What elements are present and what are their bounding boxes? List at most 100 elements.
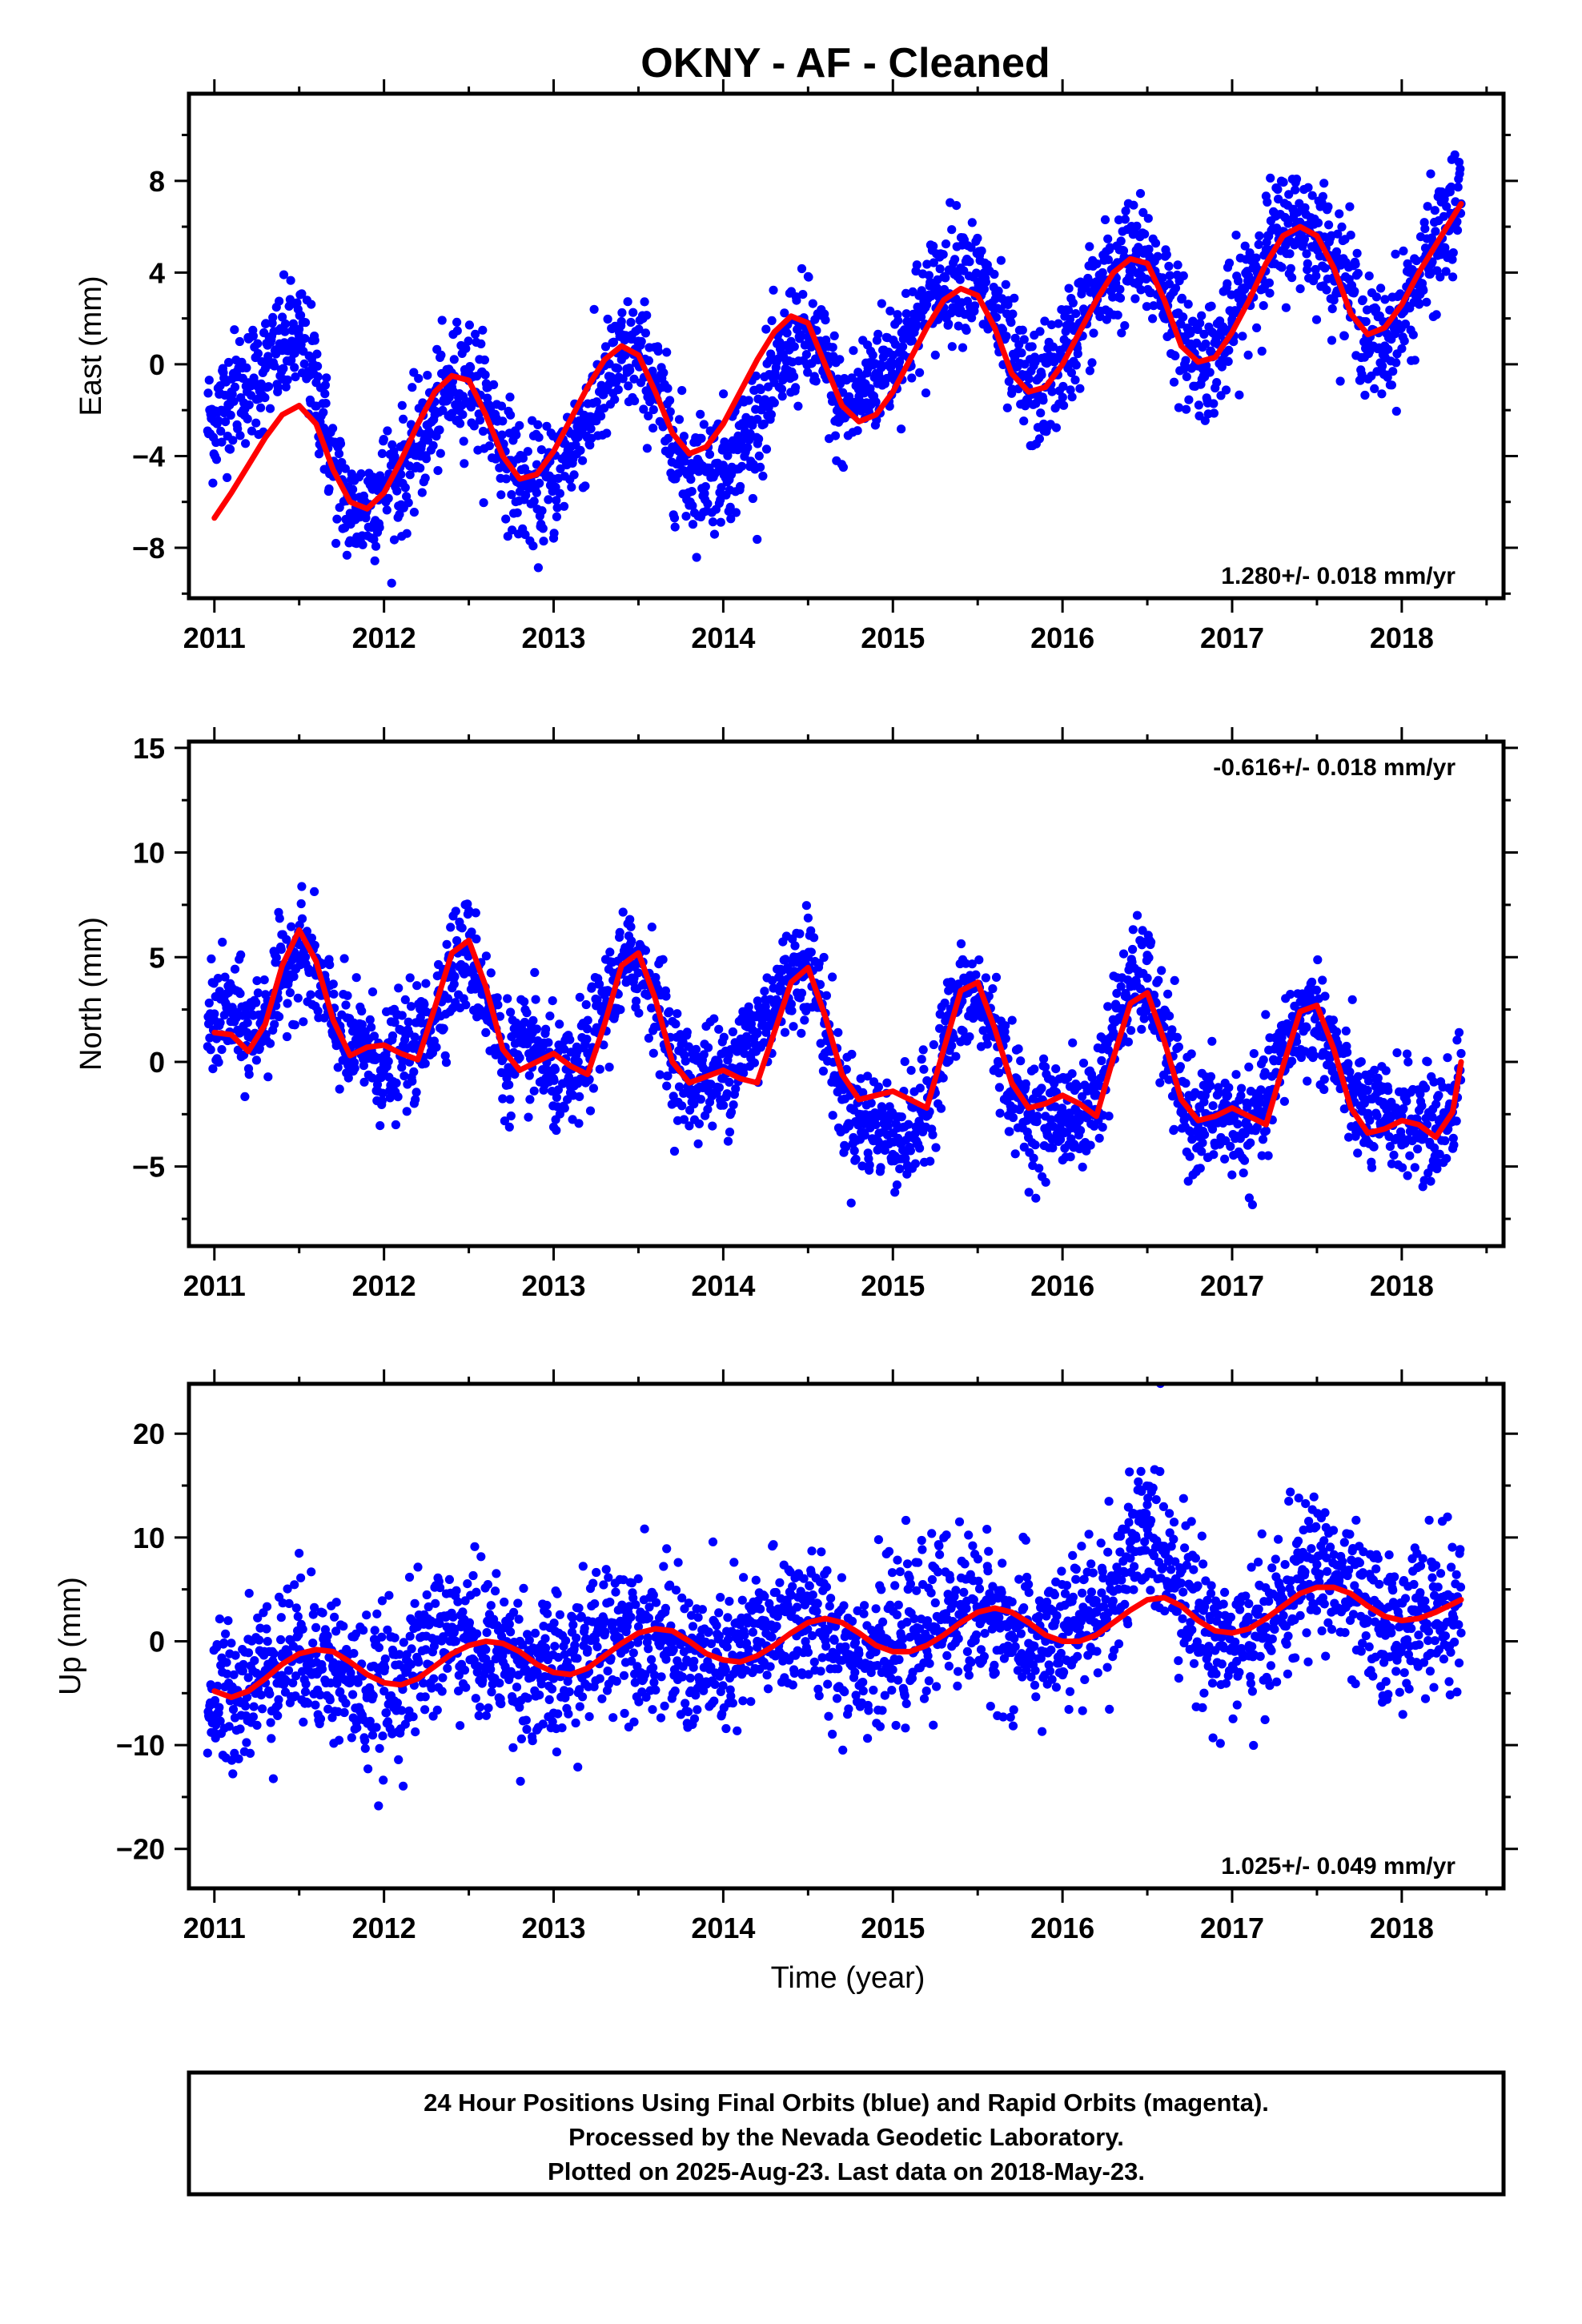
data-point xyxy=(854,1116,864,1125)
scatter-point xyxy=(682,1027,692,1037)
scatter-point xyxy=(405,973,415,983)
scatter-point xyxy=(1073,1082,1082,1092)
scatter-point xyxy=(452,326,462,336)
scatter-point xyxy=(1396,1132,1406,1141)
scatter-point xyxy=(275,914,284,923)
scatter-point xyxy=(286,275,295,285)
scatter-point xyxy=(821,991,831,1000)
scatter-point xyxy=(1318,975,1327,985)
scatter-point xyxy=(777,384,787,394)
data-point xyxy=(973,994,982,1004)
scatter-point xyxy=(1377,389,1387,399)
data-point xyxy=(396,469,406,480)
scatter-point xyxy=(905,1146,915,1156)
scatter-point xyxy=(481,1027,491,1037)
scatter-point xyxy=(1037,370,1046,380)
scatter-point xyxy=(1431,310,1441,320)
scatter-point xyxy=(1430,206,1439,215)
scatter-point xyxy=(1027,342,1037,352)
scatter-point xyxy=(1085,366,1094,376)
scatter-point xyxy=(895,1164,905,1174)
scatter-point xyxy=(489,380,499,389)
scatter-point xyxy=(1303,1076,1312,1086)
scatter-point xyxy=(921,388,931,398)
scatter-point xyxy=(1443,1053,1452,1063)
scatter-point xyxy=(789,372,799,381)
scatter-point xyxy=(351,973,361,983)
scatter-point xyxy=(408,383,417,392)
scatter-point xyxy=(1398,1163,1407,1172)
scatter-point xyxy=(479,498,488,508)
data-point xyxy=(973,277,982,287)
scatter-point xyxy=(1434,1091,1443,1100)
scatter-point xyxy=(307,300,316,309)
scatter-point xyxy=(1128,925,1138,935)
scatter-point xyxy=(1064,283,1074,293)
scatter-point xyxy=(1441,267,1451,276)
scatter-point xyxy=(1353,1072,1363,1081)
data-point xyxy=(1244,277,1254,287)
scatter-point xyxy=(501,474,512,484)
scatter-point xyxy=(521,490,531,501)
data-point xyxy=(210,1015,219,1025)
data-point xyxy=(736,1044,745,1054)
scatter-point xyxy=(1234,276,1243,286)
data-point xyxy=(769,999,779,1008)
scatter-point xyxy=(398,1056,408,1066)
scatter-point xyxy=(1311,264,1320,275)
scatter-point xyxy=(761,324,771,334)
scatter-point xyxy=(898,342,908,352)
scatter-point xyxy=(313,1006,323,1015)
scatter-point xyxy=(719,1100,729,1110)
scatter-point xyxy=(544,1038,553,1047)
scatter-point xyxy=(1450,150,1460,159)
scatter-point xyxy=(307,933,316,943)
scatter-point xyxy=(1408,330,1418,340)
scatter-point xyxy=(215,987,224,996)
scatter-point xyxy=(617,308,627,318)
scatter-point xyxy=(685,1121,694,1131)
scatter-point xyxy=(958,1027,968,1036)
scatter-point xyxy=(1051,423,1061,432)
scatter-point xyxy=(1263,1151,1273,1160)
scatter-point xyxy=(1004,376,1014,386)
scatter-point xyxy=(1065,314,1075,324)
scatter-point xyxy=(828,343,837,352)
scatter-point xyxy=(497,430,507,440)
scatter-point xyxy=(863,1072,873,1081)
scatter-point xyxy=(1024,1188,1034,1197)
scatter-point xyxy=(1239,284,1250,294)
scatter-point xyxy=(251,998,261,1007)
scatter-point xyxy=(1089,328,1098,338)
y-tick-label: −8 xyxy=(132,532,165,565)
scatter-point xyxy=(1016,1056,1026,1066)
scatter-point xyxy=(821,316,830,325)
east-y-axis-label: East (mm) xyxy=(74,275,108,416)
scatter-point xyxy=(1173,260,1182,270)
scatter-point xyxy=(1126,1026,1136,1035)
data-point xyxy=(227,1007,236,1016)
scatter-point xyxy=(915,1084,925,1093)
scatter-point xyxy=(342,550,351,560)
scatter-point xyxy=(680,456,689,466)
data-point xyxy=(1227,1116,1237,1125)
scatter-point xyxy=(268,312,278,322)
scatter-point xyxy=(780,1027,790,1037)
scatter-point xyxy=(1197,1147,1207,1156)
scatter-point xyxy=(699,1050,709,1059)
scatter-point xyxy=(1068,298,1078,308)
scatter-point xyxy=(595,1064,604,1074)
scatter-point xyxy=(275,296,284,306)
scatter-point xyxy=(271,953,281,963)
scatter-point xyxy=(1453,183,1463,192)
scatter-point xyxy=(662,348,672,357)
scatter-point xyxy=(662,1081,672,1091)
scatter-point xyxy=(464,906,474,915)
scatter-point xyxy=(421,454,432,464)
scatter-point xyxy=(1092,259,1102,269)
scatter-point xyxy=(841,1064,851,1074)
scatter-point xyxy=(1422,297,1431,307)
scatter-point xyxy=(1223,356,1233,366)
scatter-point xyxy=(1399,246,1408,255)
scatter-point xyxy=(421,979,431,988)
